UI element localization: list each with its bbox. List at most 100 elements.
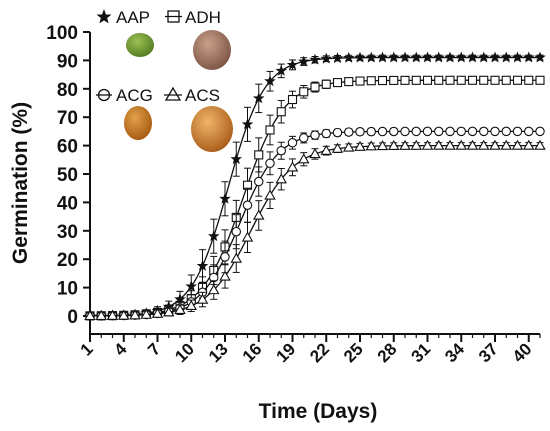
y-tick-label: 80 xyxy=(57,80,78,101)
data-point xyxy=(208,284,220,295)
data-point xyxy=(489,51,501,63)
data-point xyxy=(511,51,524,63)
data-point xyxy=(467,126,478,137)
data-point xyxy=(478,139,490,150)
data-point xyxy=(433,126,444,137)
data-point xyxy=(264,75,276,87)
data-point xyxy=(174,303,186,314)
data-point xyxy=(365,51,378,63)
data-point xyxy=(275,64,288,76)
data-point xyxy=(534,51,546,63)
data-point xyxy=(512,75,523,85)
data-point xyxy=(444,51,456,63)
data-point xyxy=(254,150,264,160)
data-point xyxy=(377,75,388,86)
y-axis-title: Germination (%) xyxy=(9,102,32,264)
data-point xyxy=(388,139,400,150)
series-line-aap xyxy=(89,56,538,317)
data-point xyxy=(399,139,411,150)
data-point xyxy=(354,51,366,63)
seed-image-acs xyxy=(191,106,233,152)
data-point xyxy=(231,226,242,237)
data-point xyxy=(445,126,455,137)
data-point xyxy=(366,76,376,86)
x-tick-label: 7 xyxy=(144,339,164,359)
x-tick-label: 28 xyxy=(374,339,401,366)
seed-image-acg xyxy=(124,106,152,140)
legend-marker-aap xyxy=(96,9,112,24)
x-tick-label: 25 xyxy=(340,339,367,366)
data-point xyxy=(241,231,254,242)
x-tick-label: 16 xyxy=(239,339,266,366)
x-tick-label: 19 xyxy=(273,339,300,366)
legend-label-acs: ACS xyxy=(185,86,220,105)
y-tick-label: 90 xyxy=(57,51,78,72)
data-point xyxy=(230,252,242,263)
y-tick-label: 0 xyxy=(67,307,78,328)
data-point xyxy=(523,126,534,137)
data-point xyxy=(466,139,479,150)
data-point xyxy=(332,78,343,88)
data-point xyxy=(140,308,152,319)
data-point xyxy=(298,133,309,143)
x-tick-label: 10 xyxy=(171,339,198,366)
legend-marker-acg xyxy=(96,88,112,102)
series-acs xyxy=(84,139,546,321)
data-point xyxy=(287,94,298,105)
data-point xyxy=(456,126,466,137)
data-point xyxy=(421,51,434,63)
data-point xyxy=(252,92,265,104)
data-point xyxy=(310,130,320,140)
y-tick-label: 30 xyxy=(57,222,78,243)
y-tick-label: 60 xyxy=(57,137,78,158)
data-point xyxy=(310,82,320,92)
data-point xyxy=(421,139,434,150)
y-tick-label: 40 xyxy=(57,193,78,214)
data-point xyxy=(298,153,310,164)
data-point xyxy=(320,52,333,64)
data-point xyxy=(241,118,254,130)
data-point xyxy=(422,126,433,137)
y-tick-label: 10 xyxy=(57,279,78,300)
data-point xyxy=(344,77,354,87)
data-point xyxy=(331,52,344,64)
y-tick-label: 70 xyxy=(57,108,78,129)
data-point xyxy=(265,125,275,135)
data-point xyxy=(500,139,512,150)
data-point xyxy=(355,127,365,137)
data-point xyxy=(287,137,298,148)
y-ticks: 0 10 20 30 40 50 60 70 80 90 100 xyxy=(46,23,90,328)
data-point xyxy=(376,140,389,151)
y-tick-label: 20 xyxy=(57,250,78,271)
data-point xyxy=(129,309,141,320)
data-point xyxy=(343,127,354,137)
y-tick-label: 50 xyxy=(57,165,78,186)
data-point xyxy=(455,51,468,63)
data-point xyxy=(445,75,455,85)
data-point xyxy=(286,58,299,70)
data-point xyxy=(433,139,445,150)
data-point xyxy=(466,51,479,63)
data-point xyxy=(276,107,286,117)
series-line-acs xyxy=(89,144,538,317)
data-point xyxy=(389,75,399,85)
data-point xyxy=(254,176,264,187)
data-point xyxy=(196,293,209,304)
data-point xyxy=(151,307,164,318)
data-point xyxy=(185,280,198,292)
series-adh xyxy=(85,75,545,321)
legend-marker-acs xyxy=(164,86,182,101)
data-point xyxy=(524,75,534,85)
data-point xyxy=(220,252,230,262)
data-point xyxy=(264,189,276,200)
data-point xyxy=(106,309,119,320)
data-point xyxy=(321,128,331,139)
data-point xyxy=(410,51,423,63)
data-point xyxy=(343,141,355,152)
x-tick-label: 34 xyxy=(441,339,468,366)
data-point xyxy=(523,139,535,150)
data-point xyxy=(422,75,433,85)
data-point xyxy=(501,75,511,85)
